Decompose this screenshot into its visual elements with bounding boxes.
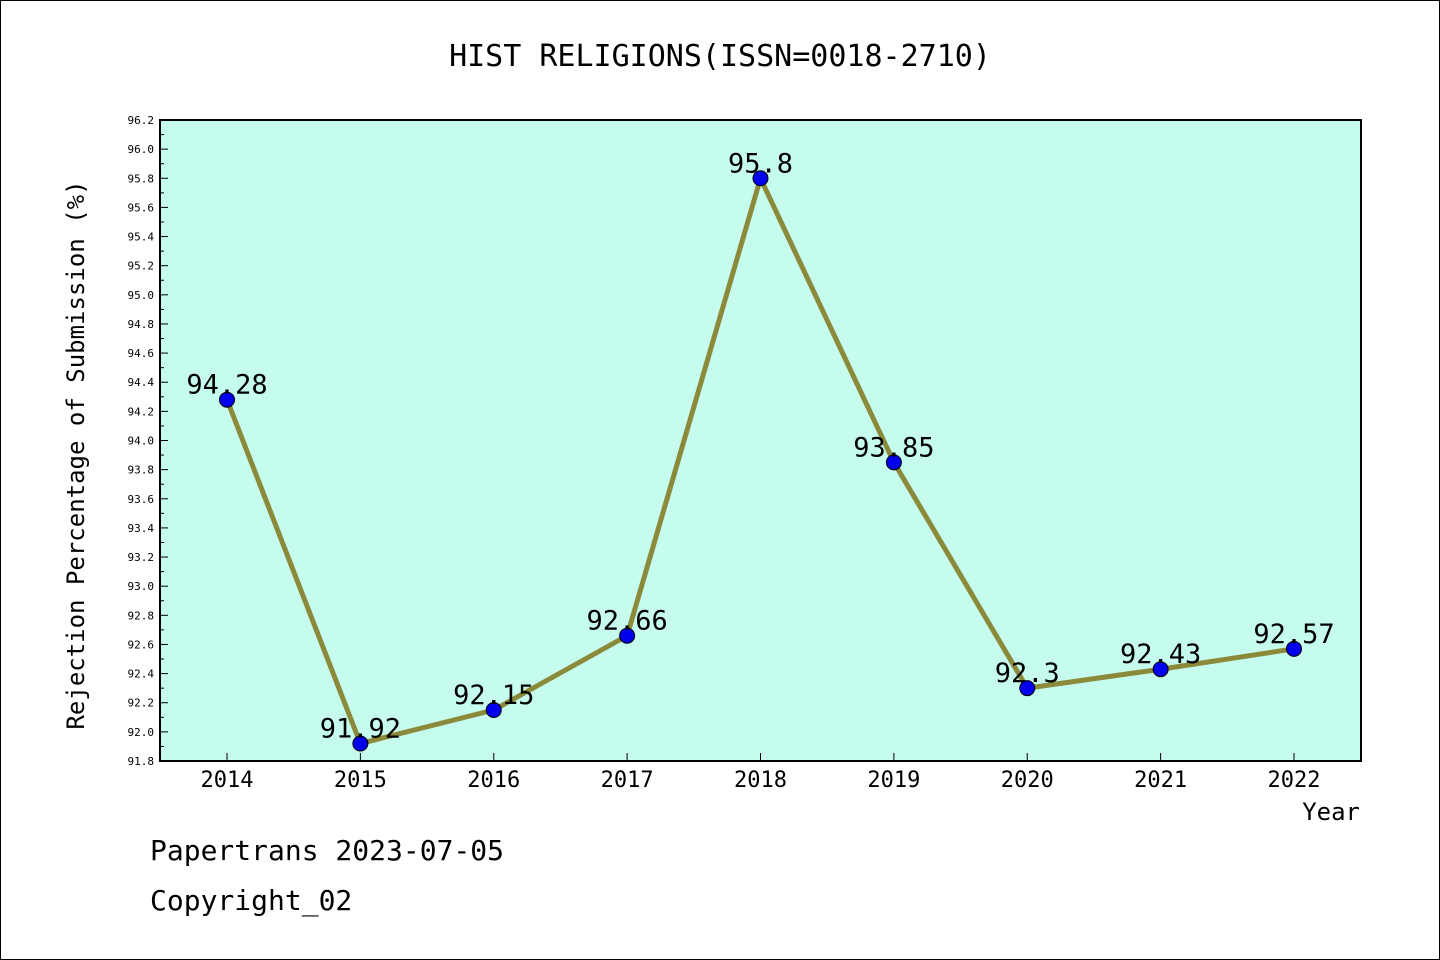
data-label: 95.8: [728, 148, 793, 179]
data-label: 93.85: [853, 432, 934, 463]
x-tick-label: 2021: [1134, 768, 1187, 793]
y-tick-label: 92.2: [128, 697, 155, 710]
y-axis-label: Rejection Percentage of Submission (%): [62, 180, 90, 729]
y-tick-label: 93.2: [128, 551, 155, 564]
data-label: 92.57: [1253, 619, 1334, 650]
x-tick-label: 2019: [867, 768, 920, 793]
y-tick-label: 94.0: [128, 435, 155, 448]
y-tick-label: 93.4: [128, 522, 155, 535]
data-label: 94.28: [186, 370, 267, 401]
y-tick-label: 93.0: [128, 580, 155, 593]
data-point: [752, 170, 769, 187]
y-tick-label: 91.8: [128, 755, 155, 768]
data-labels: 94.28 91.92 92.15 92.66 95.8 93.85 92.3 92.43 92…: [186, 148, 1334, 744]
x-axis: 2014 2015 2016 2017 2018 2019 2020 2021 2022: [201, 753, 1321, 793]
y-tick-label: 94.2: [128, 405, 155, 418]
y-tick-label: 92.0: [128, 726, 155, 739]
y-tick-label: 95.8: [128, 172, 155, 185]
y-tick-label: 92.4: [128, 668, 155, 681]
y-tick-label: 92.6: [128, 638, 155, 651]
x-tick-label: 2018: [734, 768, 787, 793]
data-point: [352, 735, 369, 752]
x-tick-label: 2015: [334, 768, 387, 793]
x-tick-label: 2022: [1268, 768, 1321, 793]
y-tick-label: 95.6: [128, 201, 155, 214]
data-point: [619, 627, 636, 644]
x-tick-label: 2014: [201, 768, 254, 793]
data-points: [219, 170, 1302, 752]
data-point: [885, 454, 902, 471]
data-point: [1286, 640, 1302, 657]
chart-title: HIST RELIGIONS(ISSN=0018-2710): [449, 39, 991, 74]
data-label: 91.92: [320, 714, 401, 745]
y-tick-label: 92.8: [128, 609, 155, 622]
data-point: [485, 702, 502, 719]
y-tick-label: 96.0: [128, 143, 155, 156]
y-tick-label: 94.6: [128, 347, 155, 360]
y-tick-label: 95.0: [128, 289, 155, 302]
data-point: [219, 391, 235, 408]
x-tick-label: 2017: [601, 768, 654, 793]
data-label: 92.43: [1120, 639, 1201, 670]
y-tick-label: 93.6: [128, 493, 155, 506]
data-label: 92.15: [453, 680, 534, 711]
y-tick-label: 93.8: [128, 464, 155, 477]
data-point: [1152, 661, 1169, 678]
x-tick-label: 2016: [467, 768, 520, 793]
data-point: [1019, 680, 1036, 697]
y-tick-label: 95.4: [128, 231, 155, 244]
y-tick-label: 95.2: [128, 260, 155, 273]
footer-date-text: Papertrans 2023-07-05: [150, 834, 505, 867]
y-tick-label: 96.2: [128, 114, 155, 127]
data-label: 92.3: [995, 658, 1060, 689]
y-axis: 91.8 92.0 92.2 92.4 92.6 92.8 93.0 93.2 93.4 93.6…: [128, 114, 168, 768]
data-label: 92.66: [586, 606, 667, 637]
y-tick-label: 94.4: [128, 376, 155, 389]
footer-copyright-text: Copyright_02: [150, 884, 353, 917]
x-tick-label: 2020: [1001, 768, 1054, 793]
plot-area: [159, 119, 1362, 762]
y-tick-label: 94.8: [128, 318, 155, 331]
x-axis-label: Year: [1302, 798, 1360, 826]
